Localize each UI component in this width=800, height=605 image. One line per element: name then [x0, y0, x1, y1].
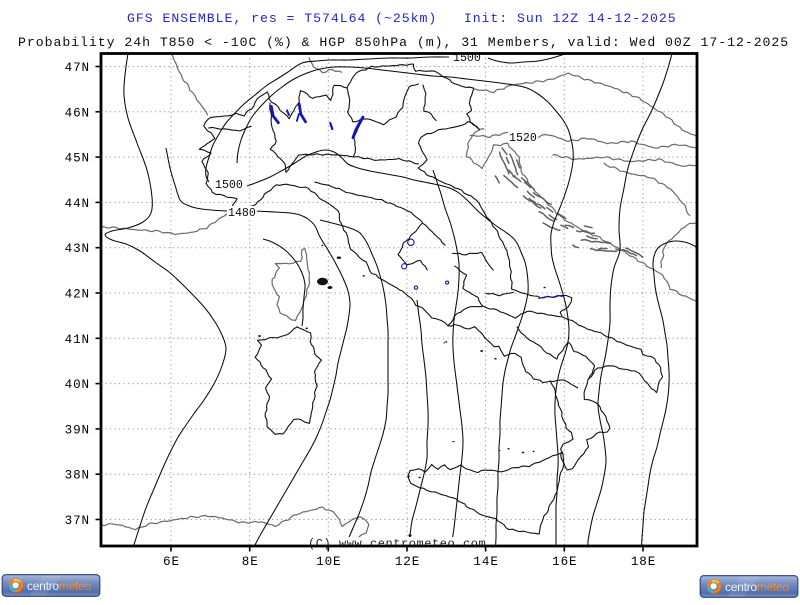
svg-text:38N: 38N — [65, 469, 90, 483]
svg-text:GFS ENSEMBLE, res = T574L64 (~: GFS ENSEMBLE, res = T574L64 (~25km) Init… — [127, 11, 677, 26]
svg-text:centrometeo: centrometeo — [27, 579, 92, 593]
svg-text:Probability 24h T850 < -10C (%: Probability 24h T850 < -10C (%) & HGP 85… — [18, 35, 789, 50]
svg-text:37N: 37N — [65, 514, 90, 528]
svg-text:42N: 42N — [65, 288, 90, 302]
svg-text:47N: 47N — [65, 61, 90, 75]
svg-text:centrometeo: centrometeo — [725, 580, 790, 594]
svg-text:46N: 46N — [65, 106, 90, 120]
svg-text:14E: 14E — [473, 555, 498, 569]
svg-text:12E: 12E — [395, 555, 420, 569]
svg-text:44N: 44N — [65, 197, 90, 211]
svg-text:1480: 1480 — [228, 207, 256, 220]
svg-text:10E: 10E — [316, 555, 341, 569]
svg-text:16E: 16E — [552, 555, 577, 569]
svg-text:39N: 39N — [65, 423, 90, 437]
svg-text:1520: 1520 — [509, 132, 537, 145]
svg-text:40N: 40N — [65, 378, 90, 392]
svg-text:18E: 18E — [631, 555, 656, 569]
svg-text:(C) www.centrometeo.com: (C) www.centrometeo.com — [308, 537, 486, 551]
svg-text:43N: 43N — [65, 242, 90, 256]
svg-text:1500: 1500 — [215, 179, 243, 192]
svg-text:1500: 1500 — [453, 52, 481, 65]
svg-text:41N: 41N — [65, 333, 90, 347]
svg-text:45N: 45N — [65, 152, 90, 166]
svg-text:8E: 8E — [242, 555, 259, 569]
svg-text:6E: 6E — [163, 555, 180, 569]
